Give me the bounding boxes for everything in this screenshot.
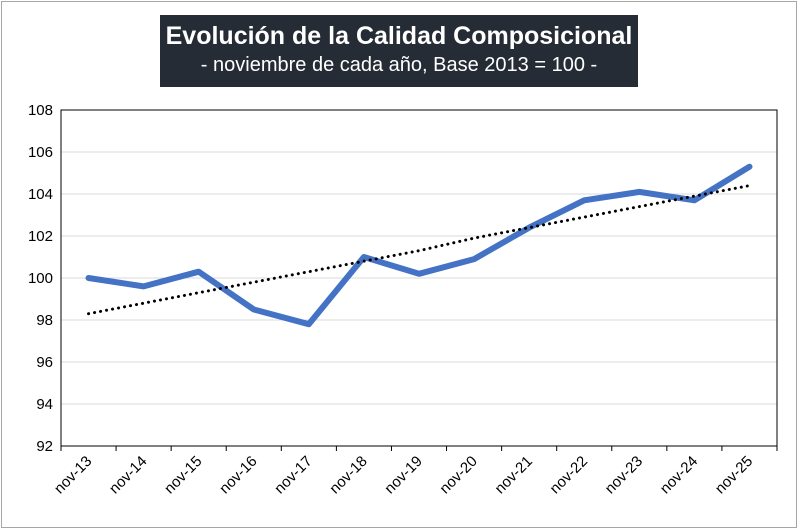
x-tick-label: nov-18	[326, 453, 370, 497]
x-tick-label: nov-13	[51, 453, 95, 497]
y-tick-label: 96	[36, 354, 53, 371]
chart-subtitle: - noviembre de cada año, Base 2013 = 100…	[200, 54, 598, 76]
y-tick-label: 108	[28, 102, 53, 119]
x-tick-label: nov-14	[106, 453, 150, 497]
y-tick-label: 102	[28, 228, 53, 245]
x-tick-label: nov-19	[381, 453, 425, 497]
x-tick-label: nov-23	[602, 453, 646, 497]
y-tick-label: 106	[28, 144, 53, 161]
x-tick-label: nov-21	[492, 453, 536, 497]
y-tick-label: 98	[36, 312, 53, 329]
x-tick-label: nov-25	[712, 453, 756, 497]
y-tick-label: 92	[36, 438, 53, 455]
chart-title: Evolución de la Calidad Composicional	[165, 22, 633, 50]
x-tick-label: nov-17	[271, 453, 315, 497]
series-line	[85, 163, 753, 328]
chart-title-box: Evolución de la Calidad Composicional - …	[160, 15, 638, 87]
y-tick-label: 100	[28, 270, 53, 287]
y-tick-label: 94	[36, 396, 53, 413]
trendline	[87, 184, 751, 316]
x-tick-label: nov-22	[547, 453, 591, 497]
x-tick-label: nov-16	[216, 453, 260, 497]
x-tick-label: nov-15	[161, 453, 205, 497]
x-tick-label: nov-20	[436, 453, 480, 497]
plot-area-border	[60, 109, 778, 447]
x-tick-label: nov-24	[657, 453, 701, 497]
y-tick-label: 104	[28, 186, 53, 203]
